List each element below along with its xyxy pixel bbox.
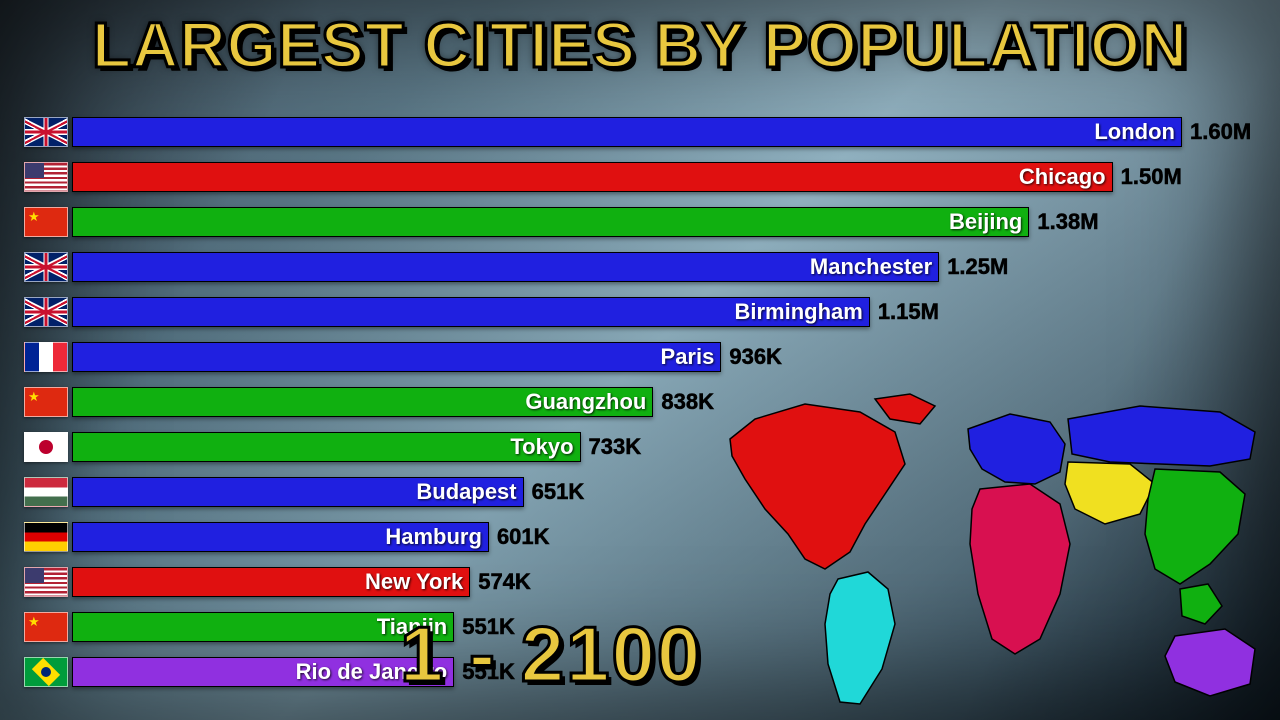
main-title: LARGEST CITIES BY POPULATION xyxy=(0,8,1280,82)
continent-asia-central xyxy=(1065,462,1155,524)
flag-icon xyxy=(24,612,68,642)
bar: Tianjin xyxy=(72,612,454,642)
bar: Birmingham xyxy=(72,297,870,327)
continent-south-america xyxy=(825,572,895,704)
bar: Budapest xyxy=(72,477,524,507)
flag-icon xyxy=(24,657,68,687)
city-label: Guangzhou xyxy=(525,389,646,415)
bar-wrap: Chicago 1.50M xyxy=(72,162,1240,192)
city-label: Beijing xyxy=(949,209,1022,235)
chart-row: London1.60M xyxy=(24,112,1240,151)
continent-asia-north xyxy=(1068,406,1255,466)
flag-icon xyxy=(24,252,68,282)
bar: Rio de Janeiro xyxy=(72,657,454,687)
flag-icon xyxy=(24,432,68,462)
chart-row: Birmingham 1.15M xyxy=(24,292,1240,331)
value-label: 651K xyxy=(532,479,585,505)
bar-wrap: Beijing 1.38M xyxy=(72,207,1240,237)
flag-icon xyxy=(24,297,68,327)
city-label: Birmingham xyxy=(734,299,862,325)
city-label: London xyxy=(1094,119,1175,145)
chart-row: Chicago 1.50M xyxy=(24,157,1240,196)
flag-icon xyxy=(24,342,68,372)
continent-oceania xyxy=(1165,629,1255,696)
flag-icon xyxy=(24,522,68,552)
value-label: 838K xyxy=(661,389,714,415)
year-range-label: 1 - 2100 xyxy=(400,609,702,700)
continent-asia-east xyxy=(1145,469,1245,624)
bar-wrap: Manchester 1.25M xyxy=(72,252,1240,282)
flag-icon xyxy=(24,387,68,417)
value-label: 733K xyxy=(589,434,642,460)
city-label: New York xyxy=(365,569,463,595)
continent-north-america xyxy=(730,394,935,569)
city-label: Tokyo xyxy=(510,434,573,460)
bar: Paris xyxy=(72,342,721,372)
bar: Manchester xyxy=(72,252,939,282)
bar: Guangzhou xyxy=(72,387,653,417)
bar: London xyxy=(72,117,1182,147)
value-label: 1.38M xyxy=(1037,209,1098,235)
bar-wrap: Paris 936K xyxy=(72,342,1240,372)
value-label: 1.60M xyxy=(1190,119,1251,145)
bar: Hamburg xyxy=(72,522,489,552)
bar: Tokyo xyxy=(72,432,581,462)
chart-row: Manchester 1.25M xyxy=(24,247,1240,286)
flag-icon xyxy=(24,567,68,597)
value-label: 574K xyxy=(478,569,531,595)
bar-wrap: Birmingham 1.15M xyxy=(72,297,1240,327)
flag-icon xyxy=(24,117,68,147)
city-label: Paris xyxy=(661,344,715,370)
city-label: Hamburg xyxy=(385,524,482,550)
city-label: Chicago xyxy=(1019,164,1106,190)
chart-row: Beijing 1.38M xyxy=(24,202,1240,241)
city-label: Manchester xyxy=(810,254,932,280)
value-label: 1.50M xyxy=(1121,164,1182,190)
continent-europe xyxy=(968,414,1065,484)
value-label: 1.25M xyxy=(947,254,1008,280)
flag-icon xyxy=(24,162,68,192)
chart-row: Paris 936K xyxy=(24,337,1240,376)
continent-africa xyxy=(970,484,1070,654)
bar: Beijing xyxy=(72,207,1029,237)
bar-wrap: London 1.60M xyxy=(72,117,1251,147)
city-label: Budapest xyxy=(416,479,516,505)
bar: New York xyxy=(72,567,470,597)
bar: Chicago xyxy=(72,162,1113,192)
value-label: 601K xyxy=(497,524,550,550)
world-map xyxy=(710,384,1270,714)
flag-icon xyxy=(24,207,68,237)
value-label: 1.15M xyxy=(878,299,939,325)
value-label: 936K xyxy=(729,344,782,370)
flag-icon xyxy=(24,477,68,507)
